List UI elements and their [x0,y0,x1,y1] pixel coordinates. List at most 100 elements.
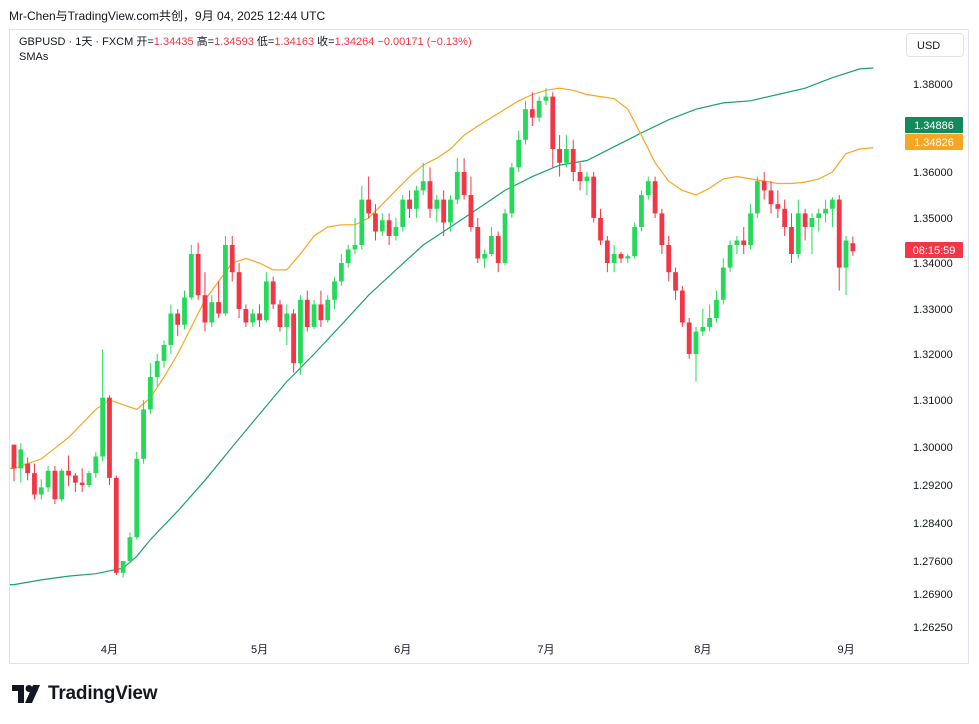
tradingview-logo[interactable]: TradingView [12,683,158,705]
candle [270,276,276,309]
candle-body [407,199,412,209]
candle [639,190,644,232]
candle-body [25,463,31,474]
candle-body [816,213,822,218]
candle-body [523,109,528,140]
candle [209,295,215,327]
candle-body [182,297,187,325]
candle [836,195,842,291]
candle [523,100,528,145]
candle-body [359,199,365,245]
candle [516,130,522,172]
candle-body [516,139,522,168]
candle-body [216,302,221,314]
candle [386,213,392,245]
candle [557,135,562,177]
candle-body [591,176,597,218]
candle-body [448,199,453,223]
candle-body [639,195,644,227]
candle [795,199,801,259]
candle [434,195,440,223]
candle-body [338,263,344,282]
y-tick-label: 1.31000 [913,395,953,407]
legend-open-label: 开= [136,36,154,48]
candle [816,208,822,232]
candle [188,245,194,300]
candle-body [509,167,515,214]
candle [277,299,283,332]
y-tick-label: 1.34000 [913,258,953,270]
countdown-tag-bg [905,242,963,258]
candle [741,227,747,254]
sma-short-tag-bg [905,134,963,150]
candle [577,162,583,191]
candle [809,213,815,254]
candle-body [45,470,51,488]
time-axis[interactable]: 4月 5月 6月 7月 8月 9月 [101,644,855,656]
candle-body [673,272,678,291]
candle-body [850,243,856,252]
candle-body [393,227,399,236]
candle [673,267,678,300]
candle [216,281,221,318]
legend-symbol[interactable]: GBPUSD · 1天 · FXCM [19,36,134,48]
candle-body [79,482,85,485]
countdown-tag: 08:15:59 [905,242,963,258]
y-tick-label: 1.38000 [913,79,953,91]
legend-indicator[interactable]: SMAs [19,51,49,63]
candle-body [318,304,324,321]
candle [720,258,726,305]
candle [407,190,412,218]
price-axis[interactable]: 1.380001.370001.360001.350001.340001.330… [913,79,953,634]
candle-body [420,181,426,191]
candle-body [223,245,228,314]
candle-body [413,190,419,209]
y-tick-label: 1.26900 [913,589,953,601]
tradingview-logo-text: TradingView [48,683,158,704]
sma-short-line [10,87,874,469]
candle-body [652,181,658,214]
x-tick-label: 4月 [101,644,118,656]
legend-high-label: 高= [196,36,215,48]
candle [345,245,351,268]
candle-body [270,281,276,305]
sma-short-tag: 1.34826 [905,134,963,150]
candle-body [693,331,699,354]
candle-body [768,190,774,205]
candle-body [795,213,801,254]
candle [325,295,331,323]
candle-body [32,473,37,495]
candle [113,475,119,576]
candle [420,162,426,195]
candle-body [263,281,269,321]
candle-body [434,199,440,209]
candle [127,532,133,564]
legend-close-value: 1.34264 [334,36,375,48]
candle-body [543,96,549,101]
x-tick-label: 9月 [837,644,854,656]
candle [761,172,767,200]
legend-open-value: 1.34435 [153,36,194,48]
candle-body [66,470,71,476]
candle-body [18,449,24,469]
candle [659,208,665,254]
candle [223,236,228,316]
candle [11,444,17,482]
chart-frame [9,29,969,664]
candle [32,463,37,500]
candle [154,354,160,387]
candle [161,340,167,368]
currency-selector[interactable]: USD [906,33,964,57]
candle-body [659,213,665,245]
sma-long-line [10,67,874,586]
candle-body [577,172,583,182]
candle-body [604,240,610,263]
tradingview-logo-icon [12,685,40,703]
candle-body [679,290,685,323]
candle-body [243,309,249,323]
sma-short-layer [10,87,874,469]
candle-body [734,240,740,245]
y-tick-label: 1.28400 [913,518,953,530]
candle [318,290,324,327]
